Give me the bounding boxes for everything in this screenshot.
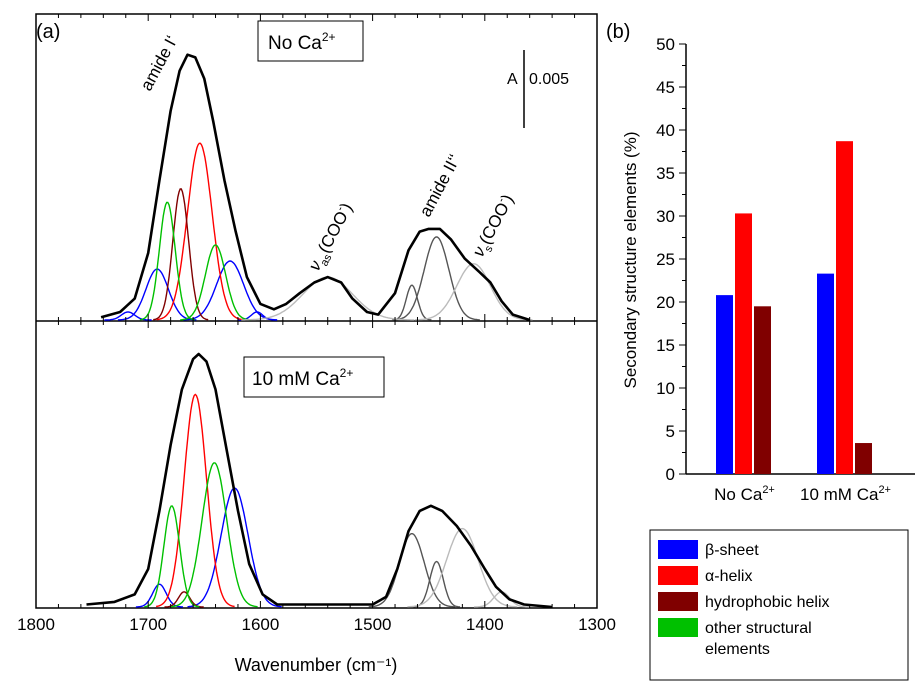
panel-b-label: (b): [606, 21, 630, 43]
subplot1--helix-band-0: [155, 393, 235, 608]
nu-s-paren: (COO: [475, 199, 513, 247]
subplot0-side-band-band-1: [393, 236, 480, 321]
panel-a-label: (a): [36, 21, 60, 43]
bar-category-label: No Ca2+: [714, 484, 775, 504]
no-ca-label: No Ca: [268, 33, 322, 54]
divider-ticks: [35, 314, 598, 328]
subplot1-other-structural-elements-band-1: [171, 462, 258, 608]
bar-y-tick-label: 45: [656, 78, 675, 97]
subplot1--sheet-band-1: [187, 487, 282, 608]
bar-y-tick-label: 25: [656, 250, 675, 269]
bar-y-tick-label: 40: [656, 121, 675, 140]
legend-label-2: hydrophobic helix: [705, 594, 830, 611]
nu-as-sup: -: [334, 204, 346, 213]
x-tick-label: 1700: [129, 615, 167, 634]
bar-y-tick-label: 35: [656, 164, 675, 183]
x-tick-label: 1300: [578, 615, 616, 634]
x-tick-label: 1400: [466, 615, 504, 634]
x-tick-label: 1600: [241, 615, 279, 634]
bar-y-tick-label: 5: [666, 422, 675, 441]
legend-label-0: β-sheet: [705, 542, 759, 559]
x-axis-title: Wavenumber (cm⁻¹): [235, 655, 398, 675]
subplot0-other-structural-elements-band-0: [139, 201, 195, 321]
bar-categories: No Ca2+ 10 mM Ca2+: [714, 484, 891, 504]
subplot0--sheet-band-2: [104, 311, 152, 321]
legend-label-1: α-helix: [705, 568, 752, 585]
bar-y-tick-label: 20: [656, 293, 675, 312]
ca-box: 10 mM Ca2+: [243, 356, 385, 398]
bar-chart-axes: 0 5 10 15 20 25 30 35 40 45 50: [656, 35, 915, 484]
subplot0-hydrophobic-helix-band-0: [153, 188, 209, 321]
y-axis-title: Secondary structure elements (%): [621, 132, 640, 389]
subplot0-side-band-band-0: [392, 284, 432, 321]
bar-hydrophobic-helix-1: [855, 443, 872, 474]
legend-swatch-3: [658, 618, 698, 637]
nu-s-sub: s: [482, 243, 495, 254]
bar-y-tick-label: 0: [666, 465, 675, 484]
bar-category-label: 10 mM Ca2+: [800, 484, 891, 504]
nu-as-sub: as: [318, 252, 334, 268]
subplot1-side-band-band-0: [407, 527, 518, 608]
subplot1-envelope: [86, 352, 553, 609]
x-tick-label: 1800: [17, 615, 55, 634]
subplot0-side-band-band-0: [241, 276, 415, 321]
subplot0--helix-band-0: [156, 142, 244, 321]
panel-a-frame: [35, 13, 598, 609]
bar-sheet-0: [716, 295, 733, 474]
scale-bar-value: 0.005: [529, 71, 569, 88]
x-tick-label: 1500: [354, 615, 392, 634]
bar-chart-bars: [716, 141, 872, 475]
svg-text:10 mM Ca2+: 10 mM Ca2+: [252, 366, 353, 390]
bar-helix-0: [735, 213, 752, 475]
bottom-spectrum: [86, 352, 553, 609]
subplot1--sheet-band-0: [135, 583, 184, 608]
no-ca-box: No Ca2+: [257, 20, 364, 62]
bar-helix-1: [836, 141, 853, 474]
ca-label: 10 mM Ca: [252, 369, 340, 390]
x-axis: 1800 1700 1600 1500 1400 1300: [17, 14, 616, 634]
legend-swatch-0: [658, 540, 698, 559]
legend-label-3: other structural elements: [705, 620, 812, 658]
subplot0-envelope: [100, 53, 531, 322]
subplot1-side-band-band-0: [368, 533, 456, 608]
subplot1-side-band-band-1: [412, 560, 461, 608]
bar-y-tick-label: 10: [656, 379, 675, 398]
bar-sheet-1: [817, 273, 834, 474]
nu-s-sup: -: [495, 195, 507, 204]
legend: β-sheet α-helix hydrophobic helix other str…: [649, 529, 909, 681]
bar-y-tick-label: 50: [656, 35, 675, 54]
bar-y-tick-label: 30: [656, 207, 675, 226]
amide-ii-annotation: amide II‘‘: [416, 151, 465, 220]
subplot0-side-band-band-1: [414, 263, 533, 321]
svg-text:No Ca2+: No Ca2+: [268, 30, 336, 54]
bar-y-tick-label: 15: [656, 336, 675, 355]
scale-bar: A 0.005: [507, 50, 569, 128]
nu-as-paren: (COO: [314, 208, 352, 256]
nu-as-annotation: νas(COO-): [304, 199, 360, 275]
subplot0-other-structural-elements-band-1: [180, 244, 251, 321]
bar-hydrophobic-helix-0: [754, 306, 771, 474]
top-spectrum: [100, 53, 533, 322]
scale-bar-unit: A: [507, 71, 518, 88]
subplot0--sheet-band-1: [182, 260, 278, 321]
legend-swatch-1: [658, 566, 698, 585]
nu-s-annotation: νs(COO-): [468, 191, 521, 262]
no-ca-sup: 2+: [322, 30, 336, 44]
ca-sup: 2+: [340, 366, 354, 380]
amide-i-annotation: amide I‘: [137, 32, 182, 93]
legend-swatch-2: [658, 592, 698, 611]
subplot1-other-structural-elements-band-0: [144, 505, 200, 608]
